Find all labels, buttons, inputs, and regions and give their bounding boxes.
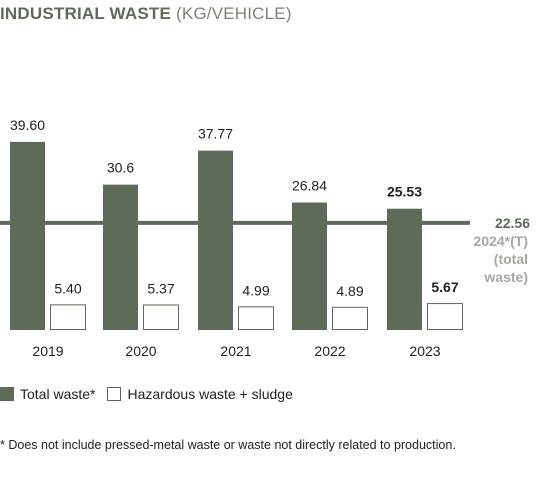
target-caption-line-1: 2024*(T) bbox=[474, 233, 528, 249]
label-hazardous-2023: 5.67 bbox=[431, 279, 458, 295]
legend-swatch-hazardous bbox=[107, 387, 122, 401]
chart-title-unit: (KG/VEHICLE) bbox=[175, 4, 292, 23]
tick-label-2020: 2020 bbox=[125, 343, 156, 359]
label-hazardous-2022: 4.89 bbox=[336, 283, 363, 299]
bar-total-2023 bbox=[387, 208, 422, 330]
label-hazardous-2019: 5.40 bbox=[54, 280, 81, 296]
legend-swatch-total bbox=[0, 387, 14, 401]
bar-hazardous-2023 bbox=[427, 303, 463, 331]
label-total-2021: 37.77 bbox=[198, 126, 233, 142]
bar-hazardous-2019 bbox=[50, 304, 86, 331]
bar-hazardous-2022 bbox=[332, 306, 368, 330]
bar-total-2019 bbox=[10, 141, 45, 330]
tick-label-2023: 2023 bbox=[409, 343, 440, 359]
label-total-2023: 25.53 bbox=[387, 184, 422, 200]
legend-label-total: Total waste* bbox=[20, 386, 96, 402]
bar-total-2020 bbox=[103, 184, 138, 330]
legend-item-total: Total waste* bbox=[0, 386, 95, 402]
label-hazardous-2020: 5.37 bbox=[147, 280, 174, 296]
bar-chart: 39.60 5.40 2019 30.6 5.37 2020 37.77 4.99 2021 26… bbox=[0, 117, 530, 359]
legend-item-hazardous: Hazardous waste + sludge bbox=[107, 386, 293, 402]
chart-title: INDUSTRIAL WASTE (KG/VEHICLE) bbox=[0, 4, 292, 24]
tick-label-2022: 2022 bbox=[314, 343, 345, 359]
legend: Total waste* Hazardous waste + sludge bbox=[0, 386, 305, 402]
target-caption-line-2: (total bbox=[494, 251, 528, 267]
footnote: * Does not include pressed-metal waste o… bbox=[0, 438, 456, 452]
bar-total-2021 bbox=[198, 150, 233, 330]
bar-hazardous-2020 bbox=[143, 304, 179, 330]
label-total-2019: 39.60 bbox=[10, 117, 45, 133]
tick-label-2021: 2021 bbox=[220, 343, 251, 359]
tick-label-2019: 2019 bbox=[32, 343, 63, 359]
label-total-2022: 26.84 bbox=[292, 178, 327, 194]
bar-hazardous-2021 bbox=[238, 306, 274, 330]
target-caption-line-3: waste) bbox=[483, 269, 528, 285]
label-total-2020: 30.6 bbox=[107, 160, 134, 176]
label-hazardous-2021: 4.99 bbox=[242, 282, 269, 298]
chart-title-main: INDUSTRIAL WASTE bbox=[0, 4, 172, 23]
legend-label-hazardous: Hazardous waste + sludge bbox=[127, 386, 293, 402]
target-value-label: 22.56 bbox=[495, 215, 530, 231]
